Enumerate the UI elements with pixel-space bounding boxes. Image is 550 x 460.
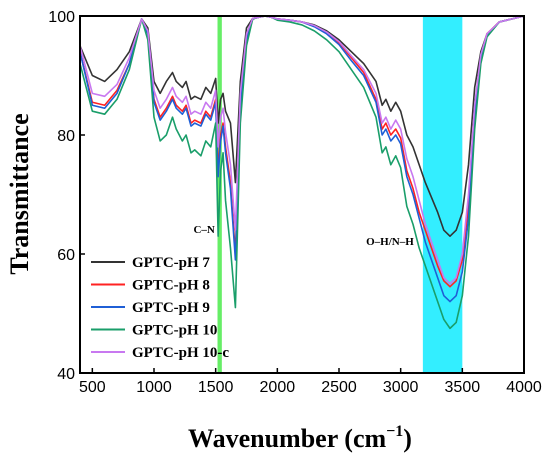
- axis-ticks: 500 1000 1500 2000 2500 3000 3500 4000 40 60 80 100: [48, 9, 542, 396]
- y-tick-label: 40: [57, 366, 75, 383]
- x-tick-label: 2000: [260, 379, 296, 396]
- legend: GPTC-pH 7 GPTC-pH 8 GPTC-pH 9 GPTC-pH 10 GPT…: [91, 255, 229, 361]
- highlight-bands: [217, 16, 463, 373]
- y-tick-label: 100: [48, 9, 75, 26]
- plot-frame: [79, 15, 525, 374]
- legend-label-3: GPTC-pH 9: [132, 300, 210, 316]
- y-axis-title: Transmittance: [5, 113, 34, 274]
- legend-label-1: GPTC-pH 7: [132, 255, 210, 271]
- x-axis-title-close: ): [403, 424, 412, 453]
- y-tick-label: 60: [57, 247, 75, 264]
- annotation-label-2: O–H/N–H: [366, 236, 414, 248]
- annotations: C–N O–H/N–H: [193, 224, 414, 248]
- x-axis-title-superscript: −1: [386, 423, 403, 440]
- x-tick-label: 1000: [136, 379, 172, 396]
- y-tick-label: 80: [57, 128, 75, 145]
- x-axis-title-main: Wavenumber (cm: [188, 424, 386, 453]
- x-tick-label: 500: [79, 379, 106, 396]
- x-tick-label: 4000: [506, 379, 542, 396]
- x-axis-title: Wavenumber (cm−1): [188, 423, 412, 453]
- x-tick-label: 2500: [321, 379, 357, 396]
- annotation-label-1: C–N: [193, 224, 214, 236]
- x-tick-label: 3500: [445, 379, 481, 396]
- x-tick-label: 1500: [198, 379, 234, 396]
- x-tick-label: 3000: [383, 379, 419, 396]
- legend-label-2: GPTC-pH 8: [132, 278, 210, 294]
- legend-label-4: GPTC-pH 10: [132, 323, 217, 339]
- legend-label-5: GPTC-pH 10-c: [132, 345, 229, 361]
